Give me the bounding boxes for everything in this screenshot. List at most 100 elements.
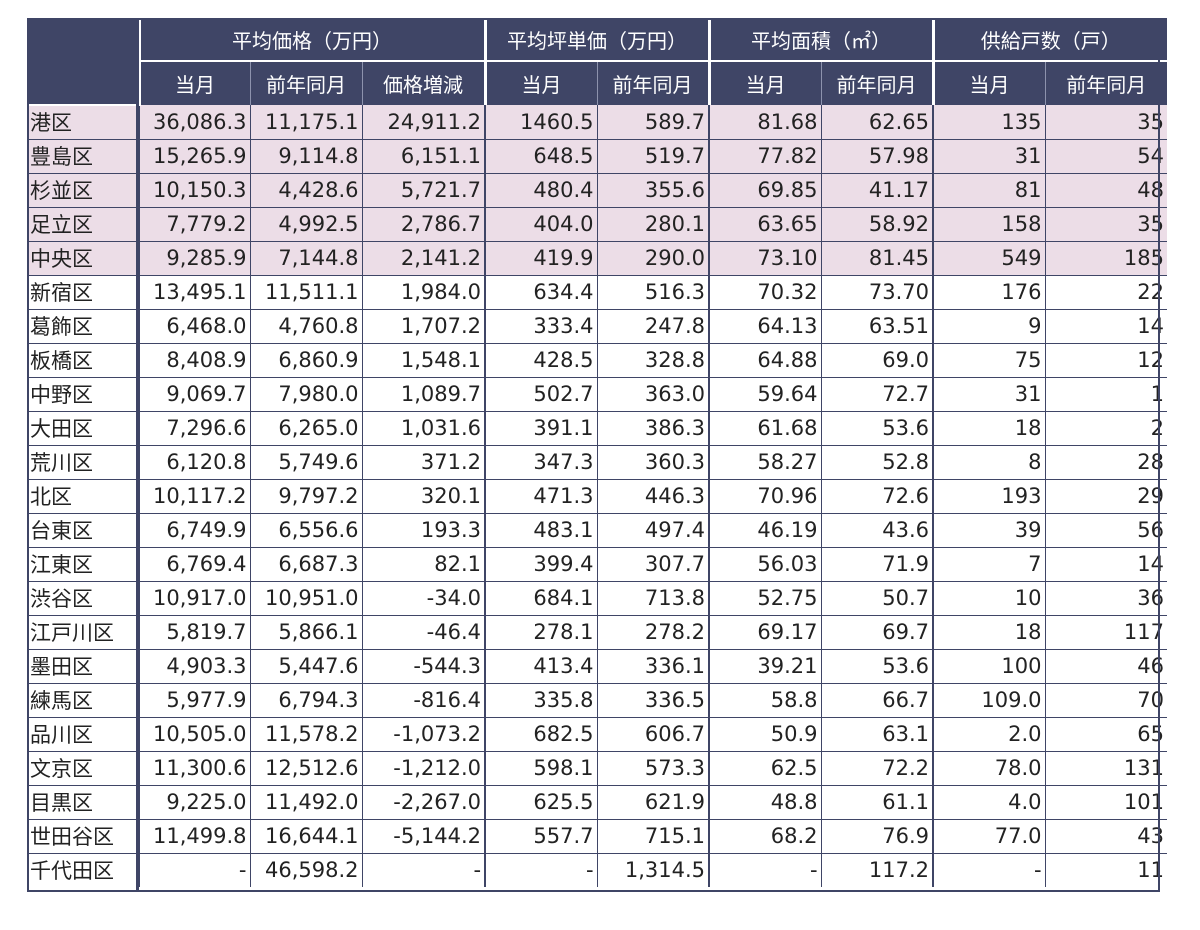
value-cell: 76.9 [820, 818, 934, 853]
ward-name-cell: 千代田区 [27, 852, 139, 887]
subheader-cell: 当月 [931, 61, 1046, 105]
value-cell: 621.9 [596, 784, 710, 819]
value-cell: 70 [1044, 682, 1168, 717]
table-row: 台東区 6,749.9 6,556.6 193.3 483.1 497.4 46.19 43.… [27, 512, 1168, 547]
value-cell: 46.19 [708, 512, 822, 547]
value-cell: 10,117.2 [138, 478, 250, 513]
table-row: 杉並区 10,150.3 4,428.6 5,721.7 480.4 355.6 69.85… [27, 172, 1168, 207]
value-cell: 480.4 [484, 172, 598, 207]
ward-name-cell: 葛飾区 [27, 308, 139, 343]
value-cell: 101 [1044, 784, 1168, 819]
value-cell: 54 [1044, 138, 1168, 173]
value-cell: 39.21 [708, 648, 822, 683]
value-cell: 404.0 [484, 206, 598, 241]
value-cell: 10,150.3 [138, 172, 250, 207]
ward-name-cell: 文京区 [27, 750, 139, 785]
value-cell: 557.7 [484, 818, 598, 853]
value-cell: 52.8 [820, 444, 934, 479]
table-row: 豊島区 15,265.9 9,114.8 6,151.1 648.5 519.7 77.82… [27, 138, 1168, 173]
subheader-cell: 当月 [483, 61, 598, 105]
value-cell: 4,992.5 [249, 206, 362, 241]
value-cell: 81.45 [820, 240, 934, 275]
value-cell: 6,794.3 [249, 682, 362, 717]
group-header-avg-price: 平均価格（万円） [137, 18, 486, 62]
value-cell: 36,086.3 [138, 104, 250, 139]
value-cell: 36 [1044, 580, 1168, 615]
value-cell: 46,598.2 [249, 852, 362, 887]
value-cell: 193.3 [361, 512, 486, 547]
value-cell: 77.0 [932, 818, 1046, 853]
value-cell: 10 [932, 580, 1046, 615]
value-cell: 69.17 [708, 614, 822, 649]
value-cell: 75 [932, 342, 1046, 377]
value-cell: -46.4 [361, 614, 486, 649]
value-cell: 5,977.9 [138, 682, 250, 717]
value-cell: -2,267.0 [361, 784, 486, 819]
value-cell: 1,707.2 [361, 308, 486, 343]
value-cell: 2.0 [932, 716, 1046, 751]
value-cell: 117.2 [820, 852, 934, 887]
subheader-cell: 当月 [137, 61, 250, 105]
value-cell: 9,285.9 [138, 240, 250, 275]
value-cell: 70.32 [708, 274, 822, 309]
value-cell: 11,175.1 [249, 104, 362, 139]
value-cell: 82.1 [361, 546, 486, 581]
ward-name-cell: 大田区 [27, 410, 139, 445]
value-cell: 333.4 [484, 308, 598, 343]
value-cell: 290.0 [596, 240, 710, 275]
value-cell: 11,578.2 [249, 716, 362, 751]
value-cell: 6,687.3 [249, 546, 362, 581]
ward-name-cell: 港区 [27, 104, 139, 139]
value-cell: 77.82 [708, 138, 822, 173]
price-table: 平均価格（万円） 平均坪単価（万円） 平均面積（㎡） 供給戸数（戸） 当月 前年… [27, 18, 1168, 887]
value-cell: 39 [932, 512, 1046, 547]
value-cell: -5,144.2 [361, 818, 486, 853]
value-cell: 419.9 [484, 240, 598, 275]
ward-name-cell: 足立区 [27, 206, 139, 241]
value-cell: 2 [1044, 410, 1168, 445]
value-cell: 71.9 [820, 546, 934, 581]
value-cell: 35 [1044, 104, 1168, 139]
value-cell: 471.3 [484, 478, 598, 513]
value-cell: 72.7 [820, 376, 934, 411]
group-header-area: 平均面積（㎡） [707, 18, 934, 62]
value-cell: 247.8 [596, 308, 710, 343]
sub-header-row: 当月 前年同月 価格増減 当月 前年同月 当月 前年同月 当月 前年同月 [27, 61, 1168, 105]
subheader-cell: 当月 [707, 61, 822, 105]
table-row: 中野区 9,069.7 7,980.0 1,089.7 502.7 363.0 59.64 7… [27, 376, 1168, 411]
value-cell: 589.7 [596, 104, 710, 139]
value-cell: 715.1 [596, 818, 710, 853]
value-cell: 131 [1044, 750, 1168, 785]
value-cell: 50.7 [820, 580, 934, 615]
value-cell: 413.4 [484, 648, 598, 683]
value-cell: 9,225.0 [138, 784, 250, 819]
value-cell: 6,749.9 [138, 512, 250, 547]
subheader-cell: 前年同月 [596, 61, 710, 105]
value-cell: 14 [1044, 308, 1168, 343]
value-cell: 5,819.7 [138, 614, 250, 649]
value-cell: 61.68 [708, 410, 822, 445]
table-row: 渋谷区 10,917.0 10,951.0 -34.0 684.1 713.8 52.75 5… [27, 580, 1168, 615]
value-cell: 9 [932, 308, 1046, 343]
value-cell: 6,120.8 [138, 444, 250, 479]
value-cell: 117 [1044, 614, 1168, 649]
table-row: 品川区 10,505.0 11,578.2 -1,073.2 682.5 606.7 50.… [27, 716, 1168, 751]
ward-name-cell: 江東区 [27, 546, 139, 581]
ward-name-cell: 中央区 [27, 240, 139, 275]
value-cell: 46 [1044, 648, 1168, 683]
value-cell: 158 [932, 206, 1046, 241]
value-cell: 64.13 [708, 308, 822, 343]
value-cell: - [138, 852, 250, 887]
ward-name-cell: 杉並区 [27, 172, 139, 207]
value-cell: 336.5 [596, 682, 710, 717]
ward-name-cell: 北区 [27, 478, 139, 513]
value-cell: 5,447.6 [249, 648, 362, 683]
value-cell: 598.1 [484, 750, 598, 785]
value-cell: 14 [1044, 546, 1168, 581]
value-cell: 100 [932, 648, 1046, 683]
value-cell: 7,980.0 [249, 376, 362, 411]
value-cell: 62.5 [708, 750, 822, 785]
value-cell: 278.1 [484, 614, 598, 649]
value-cell: -544.3 [361, 648, 486, 683]
ward-name-cell: 台東区 [27, 512, 139, 547]
